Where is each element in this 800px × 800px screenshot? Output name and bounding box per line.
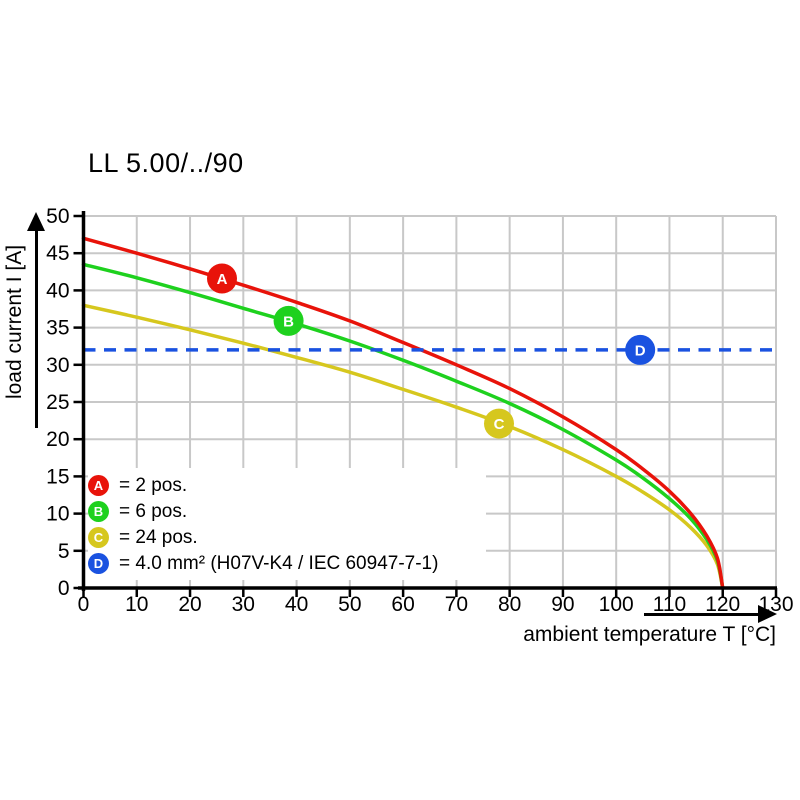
legend-item-b: B = 6 pos. xyxy=(88,500,486,522)
x-tick-label: 80 xyxy=(498,593,521,616)
x-tick-label: 0 xyxy=(78,593,90,616)
x-tick-label: 100 xyxy=(599,593,634,616)
y-tick-label: 25 xyxy=(46,391,69,414)
y-tick-label: 0 xyxy=(58,577,70,600)
y-tick-label: 15 xyxy=(46,465,69,488)
legend-marker-c-icon: C xyxy=(88,526,109,548)
legend-item-d: D = 4.0 mm² (H07V-K4 / IEC 60947-7-1) xyxy=(88,552,486,574)
legend-label-a: = 2 pos. xyxy=(119,474,188,496)
legend-marker-a-icon: A xyxy=(88,474,109,496)
x-tick-label: 120 xyxy=(705,593,740,616)
y-tick-label: 5 xyxy=(58,540,70,563)
legend-item-c: C = 24 pos. xyxy=(88,526,486,548)
x-tick-label: 40 xyxy=(285,593,308,616)
x-axis-arrowhead-icon xyxy=(758,605,777,623)
y-tick-label: 50 xyxy=(46,205,69,228)
curve-B xyxy=(81,262,725,590)
x-tick-label: 110 xyxy=(653,593,686,616)
x-tick-label: 10 xyxy=(125,593,148,616)
legend-label-d: = 4.0 mm² (H07V-K4 / IEC 60947-7-1) xyxy=(119,552,439,574)
marker-A xyxy=(207,263,237,294)
marker-letter-A: A xyxy=(217,271,228,288)
y-tick-label: 30 xyxy=(46,354,69,377)
legend-marker-b-icon: B xyxy=(88,500,109,522)
marker-B xyxy=(273,305,304,336)
marker-C xyxy=(484,408,514,439)
y-tick-label: 20 xyxy=(46,428,69,451)
x-tick-label: 70 xyxy=(445,593,468,616)
x-tick-label: 60 xyxy=(391,593,414,616)
x-tick-label: 50 xyxy=(338,593,361,616)
x-tick-label: 20 xyxy=(178,593,201,616)
x-tick-label: 30 xyxy=(232,593,255,616)
marker-letter-D: D xyxy=(635,342,646,359)
legend-label-c: = 24 pos. xyxy=(119,526,198,548)
chart-title: LL 5.00/../90 xyxy=(88,148,244,178)
marker-letter-C: C xyxy=(494,416,505,433)
x-axis-arrow-icon xyxy=(644,613,760,616)
y-tick-label: 35 xyxy=(46,317,69,340)
y-axis-arrow-icon xyxy=(35,230,38,428)
x-axis-label: ambient temperature T [°C] xyxy=(523,623,776,646)
marker-letter-B: B xyxy=(283,313,294,330)
y-tick-label: 45 xyxy=(46,242,69,265)
y-tick-label: 10 xyxy=(46,503,69,526)
legend-item-a: A = 2 pos. xyxy=(88,474,486,496)
legend-label-b: = 6 pos. xyxy=(119,500,188,522)
marker-D xyxy=(625,334,656,365)
y-tick-label: 40 xyxy=(46,279,69,302)
y-axis-arrowhead-icon xyxy=(27,212,45,231)
legend-marker-d-icon: D xyxy=(88,552,109,574)
x-tick-label: 90 xyxy=(551,593,574,616)
chart-legend: A = 2 pos. B = 6 pos. C = 24 pos. D = 4.… xyxy=(88,468,486,580)
